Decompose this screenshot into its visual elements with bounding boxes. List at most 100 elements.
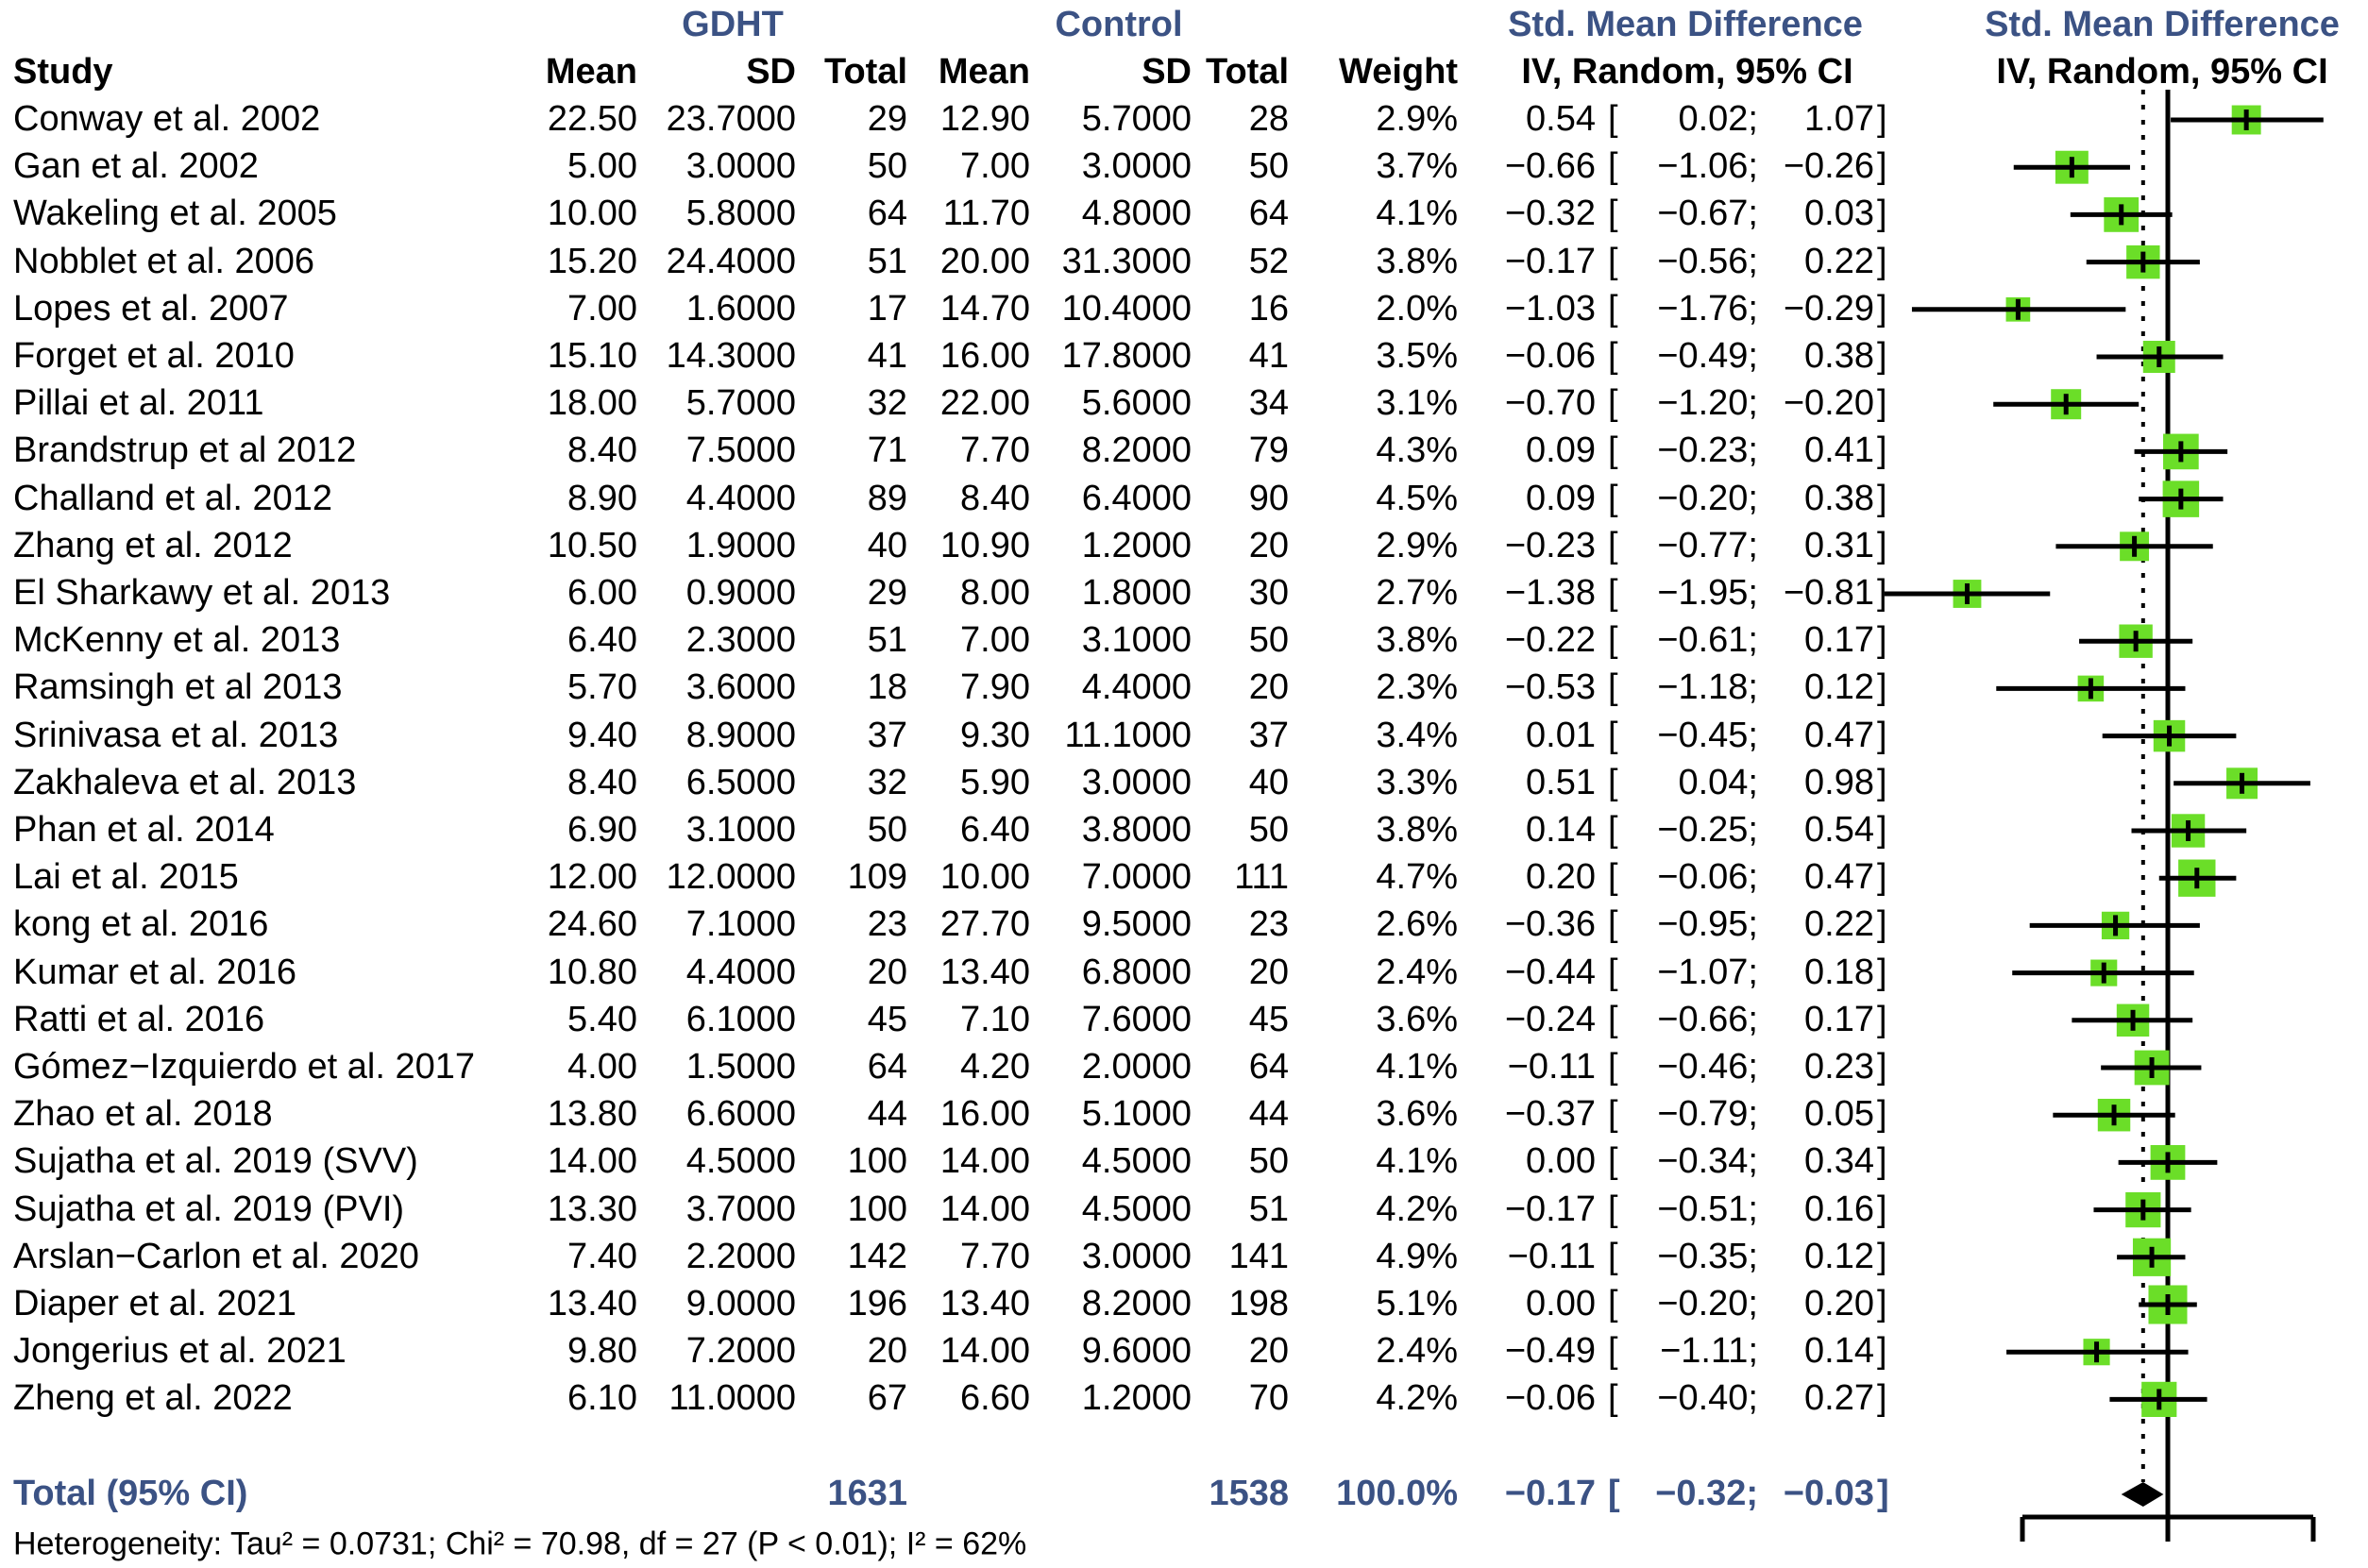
- cell-ci-close: ]: [1877, 620, 1887, 661]
- cell-weight: 3.5%: [1376, 336, 1458, 377]
- cell-gdht-sd: 6.5000: [685, 763, 796, 803]
- cell-control-mean: 16.00: [939, 1094, 1030, 1135]
- cell-control-sd: 7.6000: [1081, 1000, 1192, 1040]
- cell-ci-lower: −0.66;: [1657, 1000, 1758, 1040]
- cell-gdht-mean: 12.00: [547, 857, 637, 898]
- cell-ci-open: [: [1608, 1189, 1618, 1229]
- cell-control-mean: 14.70: [939, 289, 1030, 329]
- cell-smd: −0.70: [1504, 383, 1596, 424]
- cell-control-sd: 11.1000: [1064, 715, 1192, 755]
- cell-control-total: 64: [1248, 1047, 1289, 1087]
- cell-control-sd: 2.0000: [1081, 1047, 1192, 1087]
- cell-weight: 3.4%: [1376, 715, 1458, 755]
- study-name: Conway et al. 2002: [13, 99, 321, 140]
- cell-ci-close: ]: [1877, 1000, 1887, 1040]
- cell-control-sd: 5.1000: [1081, 1094, 1192, 1135]
- cell-ci-lower: −0.40;: [1657, 1378, 1758, 1419]
- cell-ci-lower: −0.67;: [1657, 194, 1758, 234]
- cell-control-total: 44: [1248, 1094, 1289, 1135]
- cell-ci-open: [: [1608, 667, 1618, 708]
- cell-weight: 2.3%: [1376, 667, 1458, 708]
- cell-gdht-mean: 8.90: [567, 478, 637, 518]
- cell-ci-upper: 0.14: [1804, 1331, 1874, 1372]
- cell-weight: 2.9%: [1376, 526, 1458, 566]
- cell-gdht-sd: 7.2000: [685, 1331, 796, 1372]
- cell-ci-open: [: [1608, 99, 1618, 140]
- cell-weight: 5.1%: [1376, 1284, 1458, 1324]
- cell-ci-upper: 0.38: [1804, 336, 1874, 377]
- cell-weight: 4.9%: [1376, 1237, 1458, 1277]
- cell-gdht-sd: 5.8000: [685, 194, 796, 234]
- smd-header-text-column: Std. Mean Difference: [1508, 5, 1863, 45]
- cell-control-mean: 9.30: [960, 715, 1030, 755]
- cell-ci-open: [: [1608, 289, 1618, 329]
- study-name: Challand et al. 2012: [13, 478, 333, 518]
- cell-smd: −0.17: [1504, 241, 1596, 281]
- cell-control-total: 64: [1248, 194, 1289, 234]
- cell-smd: 0.00: [1526, 1141, 1596, 1182]
- cell-ci-upper: 0.12: [1804, 1237, 1874, 1277]
- cell-gdht-total: 32: [867, 383, 907, 424]
- cell-ci-upper: 1.07: [1804, 99, 1874, 140]
- cell-control-sd: 8.2000: [1081, 1284, 1192, 1324]
- cell-control-mean: 16.00: [939, 336, 1030, 377]
- study-name: El Sharkawy et al. 2013: [13, 573, 391, 614]
- cell-ci-upper: 0.98: [1804, 763, 1874, 803]
- cell-control-total: 52: [1248, 241, 1289, 281]
- cell-control-mean: 7.10: [960, 1000, 1030, 1040]
- cell-gdht-mean: 7.40: [567, 1237, 637, 1277]
- cell-control-sd: 17.8000: [1061, 336, 1192, 377]
- cell-gdht-sd: 6.6000: [685, 1094, 796, 1135]
- cell-ci-close: ]: [1877, 336, 1887, 377]
- cell-ci-close: ]: [1877, 1331, 1887, 1372]
- cell-ci-upper: 0.47: [1804, 715, 1874, 755]
- cell-gdht-sd: 6.1000: [685, 1000, 796, 1040]
- cell-ci-lower: −0.79;: [1657, 1094, 1758, 1135]
- cell-gdht-total: 89: [867, 478, 907, 518]
- cell-ci-close: ]: [1877, 1284, 1887, 1324]
- cell-smd: 0.09: [1526, 478, 1596, 518]
- cell-ci-lower: −0.23;: [1657, 430, 1758, 471]
- column-header-gdht-total: Total: [824, 52, 907, 93]
- cell-gdht-mean: 5.00: [567, 146, 637, 187]
- cell-control-total: 111: [1234, 857, 1289, 898]
- cell-ci-open: [: [1608, 857, 1618, 898]
- study-name: Sujatha et al. 2019 (SVV): [13, 1141, 418, 1182]
- study-name: Phan et al. 2014: [13, 810, 275, 851]
- cell-weight: 4.5%: [1376, 478, 1458, 518]
- cell-gdht-sd: 3.1000: [685, 810, 796, 851]
- cell-ci-close: ]: [1877, 810, 1887, 851]
- total-weight: 100.0%: [1336, 1474, 1458, 1514]
- cell-ci-upper: 0.38: [1804, 478, 1874, 518]
- cell-ci-close: ]: [1877, 857, 1887, 898]
- cell-gdht-sd: 4.4000: [685, 952, 796, 992]
- study-name: kong et al. 2016: [13, 904, 269, 945]
- cell-ci-lower: −0.56;: [1657, 241, 1758, 281]
- pooled-diamond: [2121, 1482, 2164, 1507]
- cell-smd: 0.14: [1526, 810, 1596, 851]
- cell-gdht-total: 23: [867, 904, 907, 945]
- total-ci-close: ]: [1877, 1474, 1889, 1514]
- cell-gdht-sd: 2.2000: [685, 1237, 796, 1277]
- cell-weight: 4.1%: [1376, 194, 1458, 234]
- cell-gdht-mean: 6.10: [567, 1378, 637, 1419]
- cell-ci-close: ]: [1877, 146, 1887, 187]
- study-name: Lai et al. 2015: [13, 857, 239, 898]
- cell-ci-lower: −0.77;: [1657, 526, 1758, 566]
- cell-ci-close: ]: [1877, 1047, 1887, 1087]
- cell-smd: −0.17: [1504, 1189, 1596, 1229]
- cell-control-sd: 4.5000: [1081, 1141, 1192, 1182]
- cell-smd: −0.66: [1504, 146, 1596, 187]
- cell-ci-open: [: [1608, 904, 1618, 945]
- cell-ci-open: [: [1608, 336, 1618, 377]
- cell-control-total: 41: [1248, 336, 1289, 377]
- cell-ci-lower: −1.18;: [1657, 667, 1758, 708]
- cell-control-mean: 7.70: [960, 1237, 1030, 1277]
- cell-gdht-mean: 5.70: [567, 667, 637, 708]
- cell-control-sd: 10.4000: [1061, 289, 1192, 329]
- cell-gdht-mean: 14.00: [547, 1141, 637, 1182]
- cell-gdht-sd: 9.0000: [685, 1284, 796, 1324]
- cell-gdht-total: 20: [867, 1331, 907, 1372]
- cell-gdht-mean: 9.40: [567, 715, 637, 755]
